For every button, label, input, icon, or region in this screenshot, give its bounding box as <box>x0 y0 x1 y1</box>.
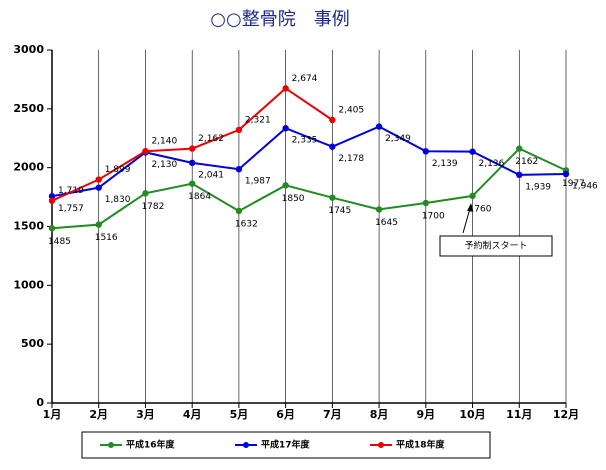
data-label: 1485 <box>48 237 71 247</box>
data-point <box>142 190 149 197</box>
data-label: 1,946 <box>572 182 598 192</box>
data-label: 1,757 <box>58 204 84 214</box>
legend-label: 平成18年度 <box>396 439 446 451</box>
data-label: 2,162 <box>198 134 224 144</box>
x-tick-label: 4月 <box>183 408 202 421</box>
data-label: 2,674 <box>292 74 318 84</box>
data-point <box>188 145 196 152</box>
x-tick-label: 10月 <box>459 408 485 421</box>
data-label: 1745 <box>328 206 351 216</box>
y-tick-label: 1000 <box>13 278 44 291</box>
data-label: 2,139 <box>432 159 458 169</box>
data-point <box>48 193 56 200</box>
data-label: 1760 <box>469 204 492 214</box>
data-point <box>282 125 289 132</box>
x-tick-label: 11月 <box>506 408 532 421</box>
legend-box <box>81 431 491 459</box>
data-point <box>329 143 336 150</box>
x-tick-label: 7月 <box>323 408 342 421</box>
data-label: 1,987 <box>245 177 271 187</box>
data-label: 1516 <box>95 233 118 243</box>
data-point <box>516 145 523 152</box>
data-point <box>422 148 430 155</box>
series-line <box>51 147 567 230</box>
x-tick-label: 6月 <box>276 408 295 421</box>
data-label: 1632 <box>235 219 258 229</box>
data-label: 1700 <box>422 211 445 221</box>
data-point <box>282 182 289 189</box>
data-point <box>469 148 476 155</box>
legend-label: 平成16年度 <box>126 439 176 451</box>
data-point <box>562 170 570 178</box>
data-label: 2,041 <box>198 170 224 180</box>
data-point <box>235 126 243 134</box>
y-tick-label: 3000 <box>13 43 44 56</box>
data-point <box>516 171 523 179</box>
x-tick-label: 2月 <box>89 408 108 421</box>
data-point <box>375 206 383 213</box>
data-label: 2,405 <box>338 106 364 116</box>
data-label: 2,335 <box>292 136 318 146</box>
y-tick-label: 1500 <box>13 220 44 233</box>
legend-marker <box>378 442 384 448</box>
data-point <box>48 197 56 204</box>
data-point <box>422 199 430 207</box>
data-label: 2,130 <box>151 160 177 170</box>
data-point <box>95 184 102 191</box>
data-point <box>188 180 196 187</box>
data-label: 1782 <box>141 202 164 212</box>
x-tick-label: 8月 <box>370 408 389 421</box>
arrow-head <box>467 203 473 211</box>
data-label: 1,939 <box>525 182 551 192</box>
legend-marker <box>108 442 114 448</box>
annotation-box <box>439 235 553 257</box>
y-tick-label: 500 <box>21 337 44 350</box>
data-point <box>375 123 383 130</box>
data-label: 2,178 <box>338 154 364 164</box>
x-tick-label: 9月 <box>416 408 435 421</box>
legend-label: 平成17年度 <box>261 439 311 451</box>
data-label: 2,349 <box>385 134 411 144</box>
data-point <box>142 147 149 155</box>
data-point <box>95 221 102 228</box>
x-tick-label: 3月 <box>136 408 155 421</box>
data-label: 1,899 <box>105 165 131 175</box>
data-point <box>235 207 243 215</box>
x-tick-label: 1月 <box>43 408 62 421</box>
data-point <box>235 165 243 173</box>
data-point <box>469 192 476 200</box>
y-tick-label: 2000 <box>13 161 44 174</box>
data-point <box>48 225 56 232</box>
annotation-text: 予約制スタート <box>464 240 527 252</box>
data-label: 1,830 <box>105 195 131 205</box>
data-point <box>95 176 102 183</box>
data-point <box>329 194 336 201</box>
data-point <box>188 159 196 167</box>
data-label: 1977 <box>562 179 585 189</box>
y-tick-label: 2500 <box>13 102 44 115</box>
data-label: 1850 <box>282 194 305 204</box>
data-label: 2,321 <box>245 115 271 125</box>
data-label: 1864 <box>188 192 211 202</box>
y-tick-label: 0 <box>36 396 44 409</box>
data-label: 2,140 <box>151 137 177 147</box>
data-label: 2,136 <box>479 159 505 169</box>
data-label: 1,719 <box>58 186 84 196</box>
data-label: 1645 <box>375 218 398 228</box>
data-label: 2162 <box>515 157 538 167</box>
data-point <box>282 85 289 92</box>
data-point <box>329 116 336 124</box>
chart-title: ○○整骨院 事例 <box>210 9 349 30</box>
legend-marker <box>243 442 249 448</box>
series-line <box>51 125 567 198</box>
x-tick-label: 12月 <box>553 408 579 421</box>
x-tick-label: 5月 <box>230 408 249 421</box>
